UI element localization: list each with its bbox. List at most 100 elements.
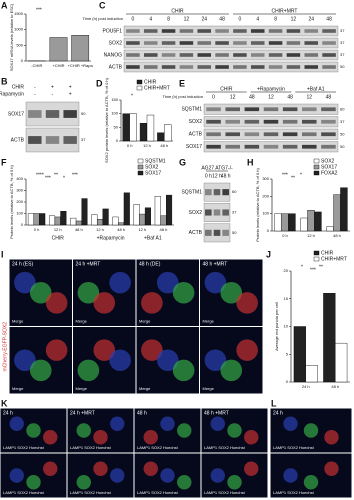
nucleus bbox=[244, 430, 259, 445]
band bbox=[250, 41, 265, 45]
nucleus bbox=[244, 461, 259, 476]
x-tick-label: 12 h bbox=[138, 227, 146, 232]
nucleus bbox=[93, 339, 116, 361]
row-label: SQSTM1 bbox=[181, 107, 202, 113]
band bbox=[263, 119, 279, 124]
nucleus bbox=[141, 339, 163, 361]
row-label: ACTB bbox=[189, 230, 203, 236]
nucleus bbox=[210, 416, 225, 431]
band bbox=[215, 41, 229, 45]
band bbox=[282, 132, 298, 137]
bar bbox=[118, 222, 125, 226]
lane-label: 48 bbox=[326, 16, 332, 22]
band bbox=[304, 53, 319, 57]
band bbox=[250, 53, 265, 57]
treatment-mark: + bbox=[69, 84, 72, 90]
legend-swatch bbox=[136, 79, 143, 85]
bar bbox=[54, 216, 61, 226]
legend-label: CHIR+MRT bbox=[321, 256, 347, 262]
row-label: POU5F1 bbox=[103, 28, 123, 34]
legend-swatch bbox=[313, 256, 320, 262]
bar bbox=[281, 213, 289, 232]
group-label: +Rapamycin bbox=[97, 235, 125, 241]
image-label: 48 h bbox=[137, 410, 147, 416]
lane-label: 24 bbox=[201, 16, 207, 22]
nucleus bbox=[227, 475, 242, 490]
band bbox=[45, 136, 60, 144]
band bbox=[282, 119, 298, 124]
condition-label: +Rapamycin bbox=[257, 86, 285, 92]
bar bbox=[122, 113, 130, 142]
nucleus bbox=[77, 281, 100, 304]
legend-label: SQSTM1 bbox=[145, 158, 166, 164]
band bbox=[63, 136, 77, 144]
nucleus bbox=[210, 468, 225, 483]
lane-label: 24 bbox=[308, 16, 314, 22]
nucleus bbox=[109, 271, 131, 294]
panel: L LAMP1 SOX2 Hoechst LAMP1 SOX2 Hoechst 24 … bbox=[270, 398, 352, 498]
bar bbox=[333, 194, 341, 232]
legend-label: SOX17 bbox=[321, 164, 337, 170]
row-label: ACTB bbox=[189, 132, 203, 138]
row-label: SOX2 bbox=[189, 119, 203, 125]
nucleus bbox=[156, 271, 179, 294]
bar bbox=[75, 220, 82, 226]
band bbox=[322, 53, 336, 57]
bar bbox=[139, 213, 146, 226]
image-label: 24 h (ES) bbox=[12, 261, 33, 267]
x-tick-label: 48 h bbox=[75, 227, 83, 232]
nucleus bbox=[143, 430, 158, 445]
nucleus bbox=[143, 461, 158, 476]
treatment-label: Rapamycin bbox=[0, 91, 24, 97]
nucleus bbox=[29, 359, 52, 382]
nucleus bbox=[43, 430, 58, 445]
y-tick-label: 400 bbox=[16, 176, 23, 181]
bar bbox=[300, 217, 308, 232]
band bbox=[244, 144, 260, 149]
band bbox=[322, 65, 336, 69]
bar bbox=[49, 37, 68, 62]
band bbox=[197, 29, 212, 33]
panel: A SOX17 mRNA levels (relative to ESC) 0 500… bbox=[1, 0, 94, 71]
bar bbox=[293, 326, 306, 383]
significance: ** bbox=[291, 175, 295, 181]
significance: **** bbox=[36, 172, 44, 178]
legend-label: CHIR bbox=[144, 79, 157, 85]
nucleus bbox=[76, 423, 91, 438]
x-tick-label: 12 h bbox=[96, 227, 104, 232]
bar bbox=[27, 213, 34, 226]
band bbox=[233, 53, 247, 57]
overlay-label: Merge bbox=[203, 319, 215, 324]
band bbox=[126, 65, 140, 69]
x-tick-label: 48 h bbox=[160, 143, 168, 148]
x-tick-label: 12 h bbox=[307, 233, 315, 238]
band bbox=[205, 229, 212, 236]
treatment-mark: - bbox=[34, 91, 36, 97]
mw-label: 50 bbox=[340, 131, 345, 136]
band bbox=[322, 41, 336, 45]
mw-label: 37 bbox=[81, 137, 86, 142]
legend-swatch bbox=[313, 170, 320, 176]
nucleus bbox=[283, 416, 298, 431]
overlay-label: LAMP1 SOX2 Hoechst bbox=[204, 445, 246, 450]
image-label: 24 h +MRT bbox=[76, 261, 101, 267]
bar bbox=[96, 219, 104, 226]
significance: * bbox=[63, 175, 65, 181]
nucleus bbox=[220, 359, 243, 382]
panel-label: B bbox=[1, 76, 8, 86]
nucleus bbox=[227, 423, 242, 438]
band bbox=[222, 189, 229, 196]
legend-label: SOX2 bbox=[145, 164, 159, 170]
nucleus bbox=[26, 423, 41, 438]
lane-label: 48 h bbox=[221, 173, 231, 179]
nucleus bbox=[43, 461, 58, 476]
mw-label: 37 bbox=[340, 119, 345, 124]
band bbox=[302, 107, 317, 112]
nucleus bbox=[172, 281, 195, 304]
mw-label: 50 bbox=[340, 144, 345, 149]
lane-label: 48 bbox=[287, 94, 293, 100]
nucleus bbox=[45, 339, 68, 361]
